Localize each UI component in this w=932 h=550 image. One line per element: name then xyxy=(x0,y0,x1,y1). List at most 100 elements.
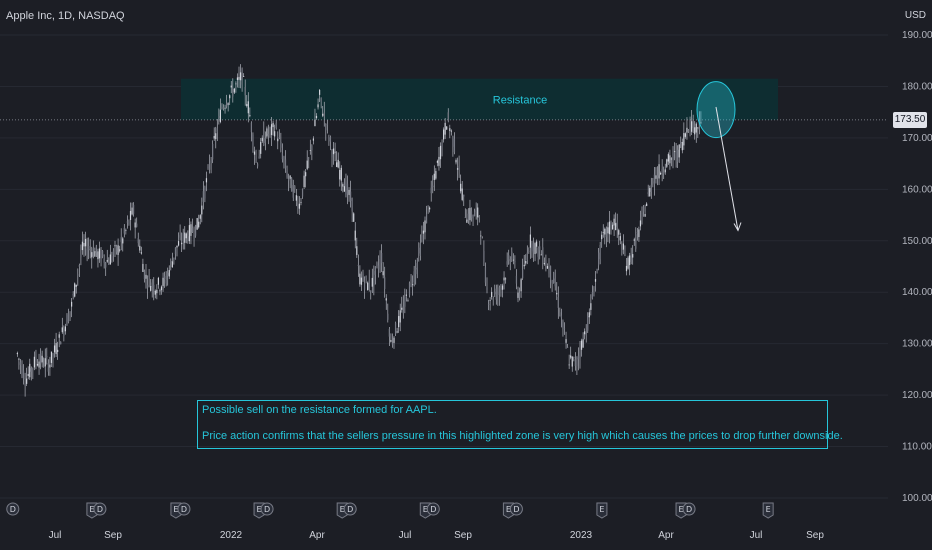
candle xyxy=(314,108,316,127)
candle xyxy=(286,165,288,179)
candle xyxy=(120,228,122,251)
candle xyxy=(534,241,536,262)
candle xyxy=(229,94,231,106)
candle xyxy=(573,356,575,362)
candle xyxy=(239,64,242,89)
candle xyxy=(232,78,234,103)
candle xyxy=(638,226,640,242)
candle xyxy=(398,310,400,333)
earnings-dividend-marker[interactable]: E xyxy=(762,502,774,519)
earnings-dividend-marker[interactable]: D xyxy=(6,502,20,516)
candle xyxy=(26,367,28,387)
candle xyxy=(683,122,685,150)
candle xyxy=(477,203,479,226)
candle xyxy=(204,185,206,203)
candle xyxy=(94,247,96,257)
projection-arrow[interactable] xyxy=(715,106,739,231)
candle xyxy=(215,126,217,149)
candle xyxy=(362,269,364,282)
candle xyxy=(78,263,80,277)
candle xyxy=(69,311,71,321)
candle xyxy=(250,121,253,142)
candle xyxy=(283,155,285,169)
candle xyxy=(593,286,595,297)
candle xyxy=(522,258,524,281)
candle xyxy=(343,178,346,192)
candle xyxy=(475,202,477,220)
candle xyxy=(196,217,198,230)
candle xyxy=(61,317,63,334)
candle xyxy=(129,202,132,231)
dividend-icon xyxy=(509,502,523,516)
candle xyxy=(557,286,559,319)
candle xyxy=(559,307,561,317)
candle xyxy=(199,214,201,225)
candle xyxy=(174,247,177,260)
y-tick-label: 150.00 xyxy=(902,236,932,247)
candle xyxy=(337,152,339,169)
candle xyxy=(608,211,611,244)
candle xyxy=(588,308,590,324)
candle xyxy=(109,244,111,265)
candle xyxy=(331,148,333,168)
candle xyxy=(95,244,98,257)
arrow-head-icon xyxy=(733,222,742,232)
earnings-icon xyxy=(596,502,608,519)
analysis-note[interactable]: Possible sell on the resistance formed f… xyxy=(197,400,843,449)
candle xyxy=(469,199,471,226)
candle xyxy=(136,217,138,228)
candle xyxy=(658,154,660,185)
candle xyxy=(607,222,609,243)
candle xyxy=(505,277,507,284)
candle xyxy=(75,284,77,294)
candle xyxy=(328,134,330,146)
candle xyxy=(19,358,22,374)
candle xyxy=(111,251,113,263)
candle xyxy=(151,279,153,298)
candle xyxy=(686,117,688,140)
candle xyxy=(585,324,587,343)
candle xyxy=(71,298,73,318)
candle xyxy=(487,299,490,311)
resistance-zone[interactable] xyxy=(181,78,778,120)
candle xyxy=(181,232,183,252)
candle xyxy=(501,283,504,298)
candle xyxy=(281,143,284,163)
candle xyxy=(235,81,237,93)
candle xyxy=(412,275,414,296)
candle xyxy=(582,332,584,349)
candle xyxy=(498,285,501,306)
candle xyxy=(123,224,125,238)
candle xyxy=(146,275,149,299)
candle xyxy=(162,272,164,292)
candle xyxy=(221,103,223,110)
candle xyxy=(140,246,142,255)
candle xyxy=(647,184,649,197)
candle xyxy=(439,142,442,168)
candle xyxy=(531,240,533,258)
candle xyxy=(613,214,615,237)
x-tick-label: Jul xyxy=(49,530,62,541)
earnings-dividend-marker[interactable]: E xyxy=(596,502,608,519)
candle xyxy=(666,158,668,169)
candle xyxy=(660,171,662,175)
candle xyxy=(303,170,305,190)
y-tick-label: 170.00 xyxy=(902,133,932,144)
candle xyxy=(40,348,42,370)
candle xyxy=(150,279,152,292)
candle xyxy=(32,367,34,379)
candle xyxy=(435,168,437,180)
candle xyxy=(536,239,538,254)
candle xyxy=(291,177,293,192)
candle xyxy=(692,114,694,134)
candle xyxy=(128,219,130,226)
candle xyxy=(553,271,555,284)
